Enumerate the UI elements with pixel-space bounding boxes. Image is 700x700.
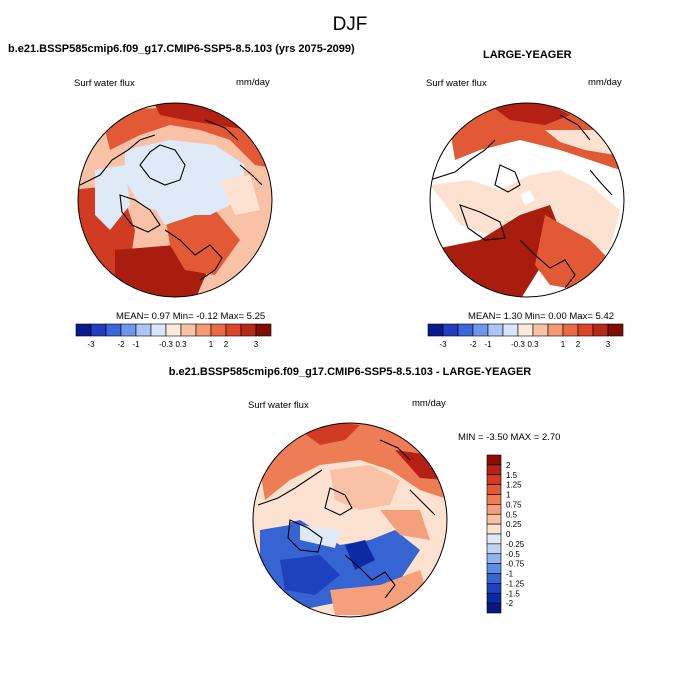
panel1-units-label: mm/day: [236, 77, 270, 88]
panel3-colorbar-tick-label: 1: [506, 491, 511, 500]
panel1-stats: MEAN= 0.97 Min= -0.12 Max= 5.25: [116, 311, 266, 322]
panel1-colorbar-tick-label: 1: [209, 340, 214, 349]
panel3-colorbar-tick-label: 0.25: [506, 520, 522, 529]
panel3-colorbar-swatch: [486, 523, 502, 535]
panel2-colorbar-tick-label: 2: [576, 340, 581, 349]
panel2-colorbar-tick-label: 1: [561, 340, 566, 349]
panel2-colorbar-tick-label: 3: [606, 340, 611, 349]
panel1-colorbar-tick-label: 3: [254, 340, 259, 349]
panel3-colorbar-tick-label: -0.25: [506, 540, 525, 549]
panel3-colorbar-swatch: [486, 454, 502, 466]
panel1-colorbar-tick-label: -3: [87, 340, 95, 349]
panel1-title: b.e21.BSSP585cmip6.f09_g17.CMIP6-SSP5-8.…: [8, 43, 355, 55]
panel3-colorbar-swatch: [486, 592, 502, 604]
panel3-units-label: mm/day: [412, 398, 446, 409]
panel2-colorbar-swatch: [607, 323, 624, 337]
panel2-colorbar-tick-label: -0.3: [511, 340, 525, 349]
panel3-colorbar-swatch: [486, 494, 502, 505]
panel3-colorbar-tick-label: 1.5: [506, 471, 518, 480]
panel3-colorbar-tick-label: 0.5: [506, 510, 518, 519]
panel3-colorbar-swatch: [486, 513, 502, 525]
panel3-colorbar-tick-label: -0.5: [506, 550, 520, 559]
panel1-colorbar-tick-label: -0.3: [159, 340, 173, 349]
panel1-colorbar-tick-label: -1: [132, 340, 140, 349]
panel1-colorbar-tick-label: 0.3: [175, 340, 187, 349]
panel3-colorbar-tick-label: 0: [506, 530, 511, 539]
panel2-colorbar-tick-label: 0.3: [527, 340, 539, 349]
panel3-colorbar-swatch: [486, 573, 502, 584]
panel2-variable-label: Surf water flux: [426, 78, 487, 89]
panel3-colorbar-tick-label: 1.25: [506, 481, 522, 490]
panel3-colorbar-tick-label: -2: [506, 599, 514, 608]
panel3-variable-label: Surf water flux: [248, 400, 309, 411]
panel2-colorbar-tick-label: -3: [439, 340, 447, 349]
panel3-stats: MIN = -3.50 MAX = 2.70: [458, 432, 561, 443]
panel2-units-label: mm/day: [588, 77, 622, 88]
panel3-colorbar-swatch: [486, 543, 502, 555]
panel1-colorbar-tick-label: -2: [117, 340, 125, 349]
panel3-colorbar-swatch: [486, 474, 502, 485]
panel1-colorbar-tick-label: 2: [224, 340, 229, 349]
panel3-colorbar-swatch: [486, 533, 502, 545]
panel3-colorbar-swatch: [486, 484, 502, 495]
panel3-colorbar-tick-label: -1.5: [506, 589, 520, 598]
panel3-colorbar-swatch: [486, 464, 502, 476]
panel3-colorbar-tick-label: 2: [506, 461, 511, 470]
panel2-title: LARGE-YEAGER: [483, 49, 572, 61]
panel3-colorbar-tick-label: -1: [506, 570, 514, 579]
panel2-colorbar-tick-label: -1: [484, 340, 492, 349]
panel3-colorbar-swatch: [486, 504, 502, 515]
panel3-colorbar-swatch: [486, 553, 502, 564]
panel1-variable-label: Surf water flux: [74, 78, 135, 89]
figure-title: DJF: [332, 14, 368, 35]
panel3-colorbar-tick-label: 0.75: [506, 500, 522, 509]
panel1-colorbar-swatch: [255, 323, 272, 337]
panel3-colorbar-swatch: [486, 602, 502, 614]
panel3-colorbar-swatch: [486, 563, 502, 574]
panel2-stats: MEAN= 1.30 Min= 0.00 Max= 5.42: [468, 311, 615, 322]
panel3-colorbar-tick-label: -1.25: [506, 579, 525, 588]
panel3-colorbar-swatch: [486, 583, 502, 594]
panel3-title: b.e21.BSSP585cmip6.f09_g17.CMIP6-SSP5-8.…: [168, 366, 532, 378]
panel2-colorbar-tick-label: -2: [469, 340, 477, 349]
panel3-colorbar-tick-label: -0.75: [506, 560, 525, 569]
